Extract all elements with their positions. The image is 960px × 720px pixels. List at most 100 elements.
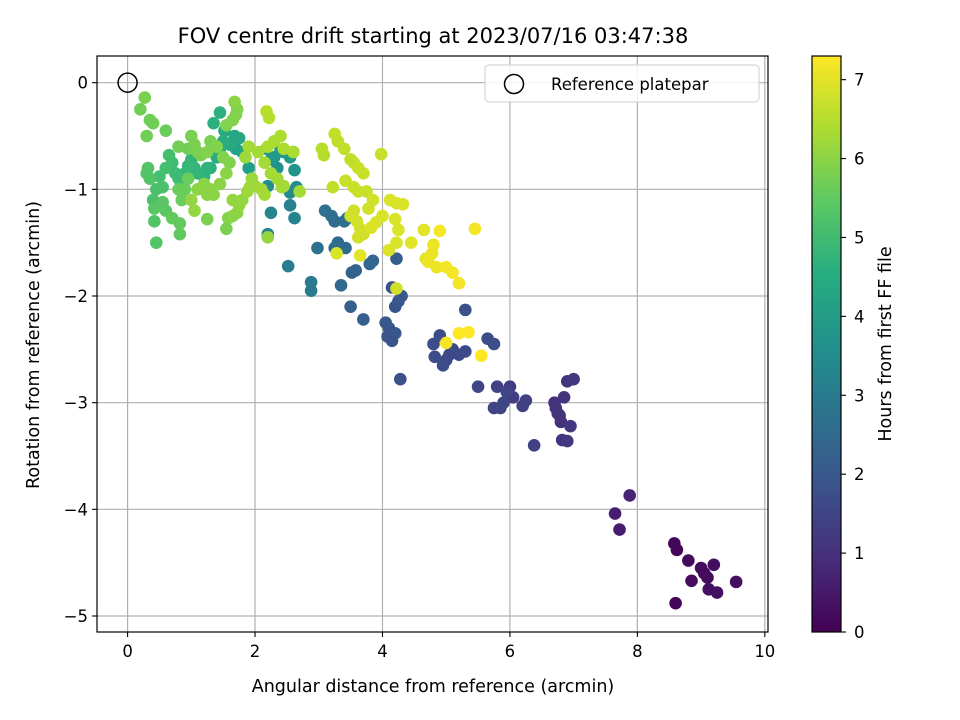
y-tick-label: −5 <box>64 607 88 626</box>
data-point <box>362 202 375 215</box>
data-point <box>357 313 370 326</box>
data-point <box>286 145 300 159</box>
data-point <box>200 145 214 159</box>
data-point <box>281 259 295 273</box>
y-tick-label: −2 <box>64 287 88 306</box>
colorbar-tick-label: 4 <box>854 307 865 326</box>
data-point <box>317 148 331 162</box>
colorbar-label: Hours from first FF file <box>876 246 896 441</box>
data-point <box>181 172 195 185</box>
data-point <box>376 209 389 223</box>
y-tick-label: 0 <box>78 74 89 93</box>
data-point <box>293 185 306 198</box>
colorbar-tick-label: 0 <box>854 623 865 642</box>
data-point <box>428 350 442 364</box>
data-point <box>468 222 482 236</box>
data-point <box>390 236 403 249</box>
legend-reference-marker <box>503 73 525 95</box>
data-point <box>682 554 695 567</box>
colorbar-tick-label: 3 <box>854 386 865 405</box>
data-point <box>608 507 622 520</box>
data-point <box>169 167 182 180</box>
data-point <box>185 129 198 143</box>
data-point <box>330 247 343 260</box>
data-point <box>328 215 341 228</box>
data-point <box>567 372 580 386</box>
data-point <box>337 142 351 156</box>
data-point <box>349 264 363 277</box>
data-point <box>396 197 410 211</box>
x-tick-label: 0 <box>122 642 133 661</box>
data-point <box>459 303 472 317</box>
data-point <box>381 330 394 343</box>
data-point <box>446 266 459 279</box>
data-point <box>564 419 577 433</box>
data-point <box>207 116 220 130</box>
data-point <box>134 103 147 116</box>
data-point <box>220 167 233 180</box>
data-point <box>669 596 682 610</box>
data-point <box>175 193 189 207</box>
data-point <box>553 409 566 422</box>
data-point <box>172 140 185 153</box>
data-point <box>394 372 407 386</box>
data-point <box>153 170 166 183</box>
data-point <box>353 249 367 262</box>
data-point <box>379 316 392 329</box>
colorbar-tick-label: 6 <box>854 150 865 169</box>
data-point <box>210 140 224 153</box>
y-axis-ticks: 0 −1 −2 −3 −4 −5 <box>64 74 97 626</box>
data-point <box>274 129 287 143</box>
data-point <box>462 325 475 339</box>
data-point <box>213 106 227 119</box>
data-point <box>366 254 380 268</box>
data-point <box>710 586 724 599</box>
data-point <box>487 401 501 415</box>
data-point <box>388 212 402 226</box>
data-point <box>471 380 485 393</box>
data-point <box>173 217 187 230</box>
data-point <box>138 91 152 104</box>
data-point <box>283 199 297 212</box>
data-point <box>262 111 276 125</box>
data-point <box>277 142 291 156</box>
data-point <box>220 222 233 236</box>
data-point <box>623 489 637 502</box>
data-point <box>390 282 403 295</box>
y-tick-label: −4 <box>64 500 88 519</box>
data-point <box>344 300 357 313</box>
data-point <box>519 394 533 407</box>
data-point <box>685 574 698 588</box>
data-point <box>242 161 255 175</box>
data-point <box>239 151 252 164</box>
colorbar: 0 1 2 3 4 5 6 7 Hours from first FF file <box>811 55 896 642</box>
data-point <box>223 156 236 169</box>
data-point <box>392 223 405 237</box>
y-tick-label: −3 <box>64 394 88 413</box>
data-point <box>213 177 227 191</box>
data-point <box>200 161 214 175</box>
data-point <box>318 204 332 217</box>
data-point <box>311 241 324 255</box>
data-point <box>490 380 504 393</box>
data-point <box>140 129 154 143</box>
data-point <box>149 183 163 196</box>
data-point <box>191 183 204 196</box>
y-tick-label: −1 <box>64 180 88 199</box>
data-point <box>326 180 340 194</box>
data-point <box>670 543 684 557</box>
colorbar-tick-label: 7 <box>854 71 865 90</box>
data-point <box>334 279 348 292</box>
data-point <box>200 212 214 226</box>
data-point <box>439 336 453 350</box>
data-point <box>527 439 541 452</box>
data-point <box>427 238 440 252</box>
data-point <box>258 188 271 201</box>
data-point <box>430 260 443 274</box>
data-point <box>452 276 466 290</box>
data-point <box>148 215 161 228</box>
data-point <box>357 167 370 180</box>
legend-label-reference: Reference platepar <box>551 75 709 94</box>
data-point <box>557 391 571 404</box>
